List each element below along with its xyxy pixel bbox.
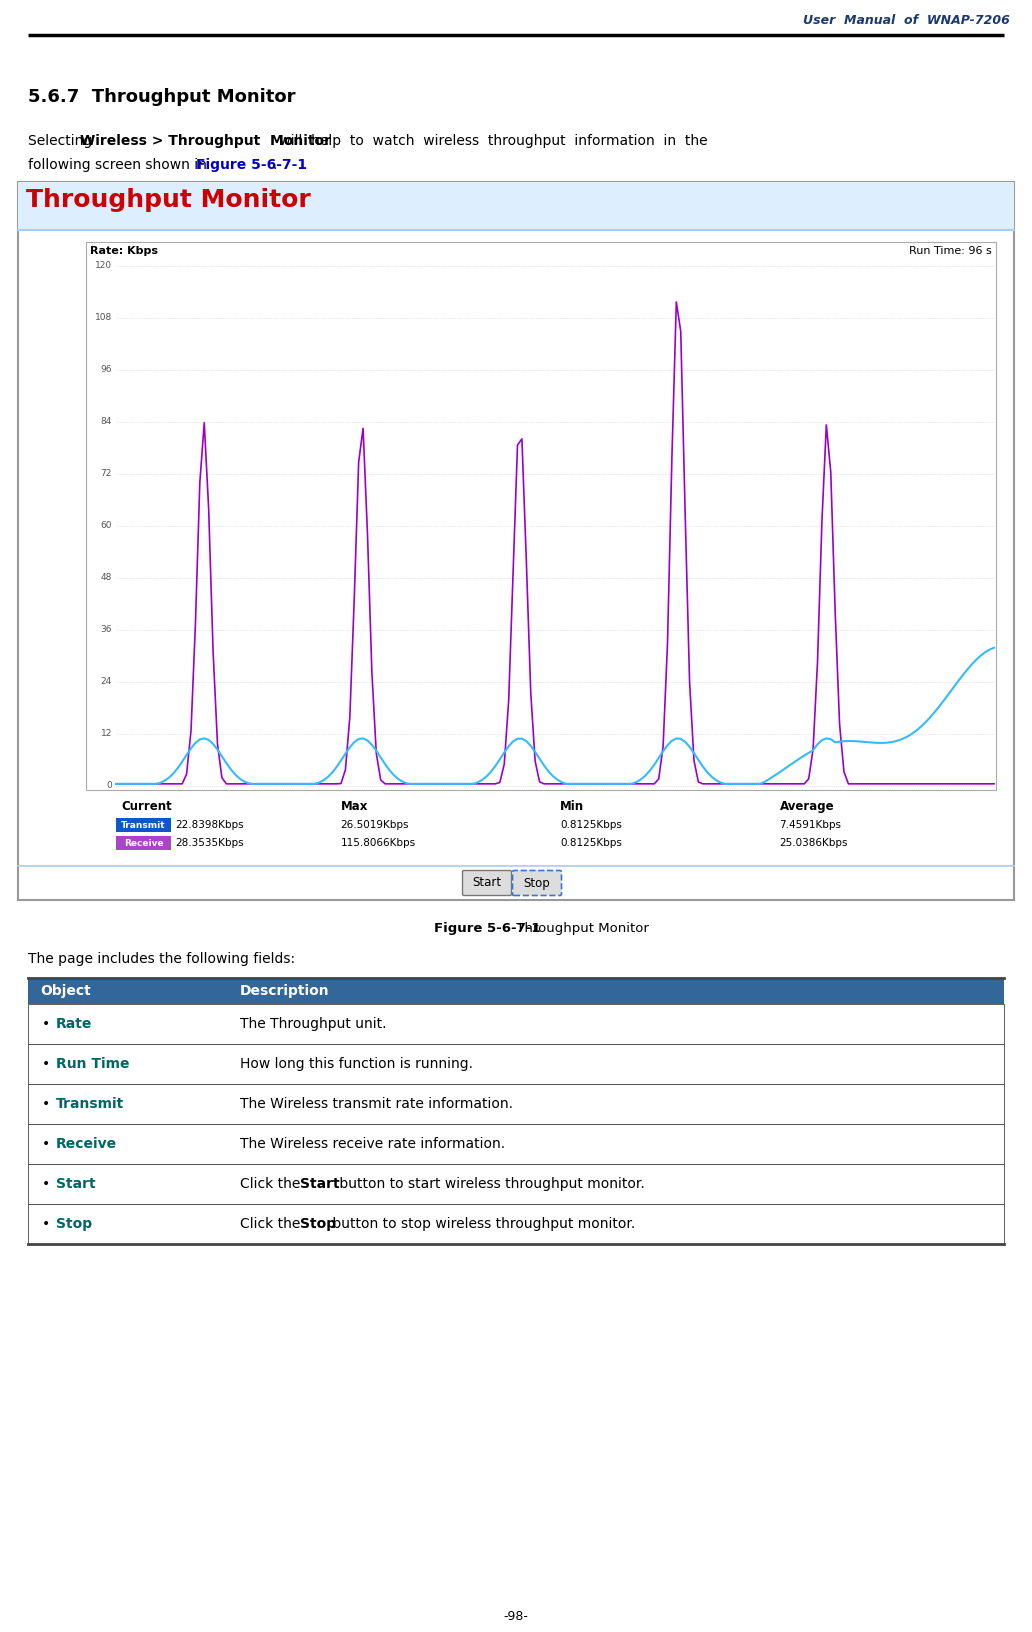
- Text: The Wireless receive rate information.: The Wireless receive rate information.: [240, 1138, 505, 1151]
- Text: 7.4591Kbps: 7.4591Kbps: [779, 819, 841, 831]
- Text: Object: Object: [40, 984, 91, 999]
- Text: 120: 120: [95, 261, 112, 271]
- Text: Max: Max: [341, 800, 367, 813]
- Text: Figure 5-6-7-1: Figure 5-6-7-1: [434, 922, 541, 935]
- Text: 25.0386Kbps: 25.0386Kbps: [779, 837, 848, 849]
- Text: Stop: Stop: [56, 1217, 92, 1231]
- Bar: [28, 978, 1004, 1004]
- Bar: [28, 1004, 1004, 1044]
- Text: button to stop wireless throughput monitor.: button to stop wireless throughput monit…: [328, 1217, 636, 1231]
- Bar: [28, 1204, 1004, 1244]
- Bar: [116, 836, 171, 850]
- Text: Rate: Rate: [56, 1017, 93, 1031]
- Text: button to start wireless throughput monitor.: button to start wireless throughput moni…: [335, 1177, 645, 1191]
- Text: Transmit: Transmit: [56, 1097, 124, 1111]
- Text: 0.8125Kbps: 0.8125Kbps: [560, 837, 622, 849]
- Text: 84: 84: [101, 418, 112, 426]
- Text: Throughput Monitor: Throughput Monitor: [512, 922, 649, 935]
- Text: •: •: [42, 1217, 51, 1231]
- Bar: [28, 1164, 1004, 1204]
- Text: 22.8398Kbps: 22.8398Kbps: [175, 819, 244, 831]
- Text: 48: 48: [101, 573, 112, 583]
- Text: following screen shown in: following screen shown in: [28, 158, 212, 171]
- Text: 108: 108: [95, 313, 112, 323]
- Text: Current: Current: [121, 800, 171, 813]
- Text: 96: 96: [100, 366, 112, 374]
- Text: Run Time: 96 s: Run Time: 96 s: [909, 246, 992, 256]
- Bar: [28, 1124, 1004, 1164]
- Text: Stop: Stop: [523, 876, 550, 889]
- Text: •: •: [42, 1058, 51, 1071]
- Text: Average: Average: [779, 800, 834, 813]
- Text: 60: 60: [100, 522, 112, 530]
- Bar: [18, 183, 1014, 899]
- Text: Click the: Click the: [240, 1217, 304, 1231]
- Text: The page includes the following fields:: The page includes the following fields:: [28, 951, 295, 966]
- Text: Start: Start: [473, 876, 502, 889]
- Text: How long this function is running.: How long this function is running.: [240, 1058, 473, 1071]
- Text: Throughput Monitor: Throughput Monitor: [26, 188, 311, 212]
- Text: Click the: Click the: [240, 1177, 304, 1191]
- Text: •: •: [42, 1017, 51, 1031]
- Text: Min: Min: [560, 800, 584, 813]
- Text: Receive: Receive: [124, 839, 163, 847]
- Text: User  Manual  of  WNAP-7206: User Manual of WNAP-7206: [803, 15, 1010, 28]
- Text: .: .: [272, 158, 277, 171]
- Text: •: •: [42, 1177, 51, 1191]
- Bar: [28, 1084, 1004, 1124]
- Text: Stop: Stop: [300, 1217, 336, 1231]
- Text: will  help  to  watch  wireless  throughput  information  in  the: will help to watch wireless throughput i…: [275, 134, 708, 149]
- Text: Figure 5-6-7-1: Figure 5-6-7-1: [196, 158, 308, 171]
- Text: 0.8125Kbps: 0.8125Kbps: [560, 819, 622, 831]
- Text: 72: 72: [101, 470, 112, 478]
- Text: The Wireless transmit rate information.: The Wireless transmit rate information.: [240, 1097, 513, 1111]
- Text: Transmit: Transmit: [121, 821, 166, 829]
- Text: Start: Start: [56, 1177, 96, 1191]
- Text: -98-: -98-: [504, 1611, 528, 1622]
- Bar: [18, 183, 1014, 230]
- Text: 12: 12: [101, 730, 112, 739]
- Text: Run Time: Run Time: [56, 1058, 129, 1071]
- Text: 0: 0: [106, 782, 112, 790]
- Text: •: •: [42, 1138, 51, 1151]
- Text: 36: 36: [100, 625, 112, 635]
- Text: Wireless > Throughput  Monitor: Wireless > Throughput Monitor: [80, 134, 331, 149]
- Text: 26.5019Kbps: 26.5019Kbps: [341, 819, 409, 831]
- Bar: [86, 242, 996, 790]
- Text: 115.8066Kbps: 115.8066Kbps: [341, 837, 416, 849]
- FancyBboxPatch shape: [462, 870, 512, 896]
- Text: 28.3535Kbps: 28.3535Kbps: [175, 837, 244, 849]
- Text: 24: 24: [101, 677, 112, 687]
- Bar: [116, 818, 171, 832]
- Text: 5.6.7  Throughput Monitor: 5.6.7 Throughput Monitor: [28, 88, 295, 106]
- Text: Selecting: Selecting: [28, 134, 97, 149]
- Text: Rate: Kbps: Rate: Kbps: [90, 246, 158, 256]
- Text: Start: Start: [300, 1177, 340, 1191]
- Text: Receive: Receive: [56, 1138, 117, 1151]
- Text: The Throughput unit.: The Throughput unit.: [240, 1017, 387, 1031]
- Text: Description: Description: [240, 984, 329, 999]
- Text: •: •: [42, 1097, 51, 1111]
- FancyBboxPatch shape: [513, 870, 561, 896]
- Bar: [28, 1044, 1004, 1084]
